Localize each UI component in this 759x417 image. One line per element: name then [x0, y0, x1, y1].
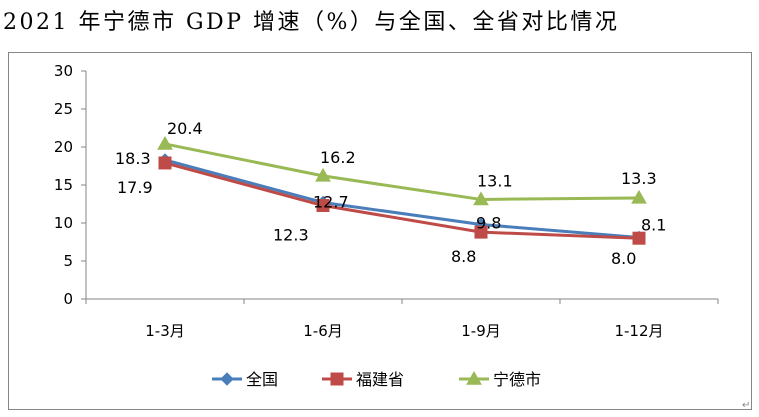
data-label: 12.7	[313, 192, 349, 211]
data-label: 9.8	[476, 214, 501, 233]
y-tick-label: 10	[54, 214, 73, 232]
y-tick-label: 15	[54, 176, 73, 194]
data-label: 16.2	[320, 148, 356, 167]
y-tick-label: 5	[63, 252, 73, 270]
paragraph-mark: ↵	[742, 400, 751, 411]
data-label: 13.1	[477, 171, 513, 190]
triangle-marker	[473, 191, 489, 206]
triangle-marker	[631, 189, 647, 204]
x-tick-label: 1-12月	[614, 322, 663, 340]
data-label: 8.1	[641, 215, 666, 234]
square-marker	[158, 156, 172, 170]
series-line	[164, 142, 640, 201]
legend-item: 全国	[212, 370, 278, 389]
x-tick-label: 1-3月	[145, 322, 185, 340]
series-1	[158, 156, 646, 245]
data-label: 12.3	[273, 226, 309, 245]
legend-label: 宁德市	[493, 370, 541, 389]
square-marker	[316, 199, 330, 213]
y-tick-label: 25	[54, 100, 73, 118]
triangle-marker	[315, 167, 331, 182]
series-line	[164, 161, 640, 240]
x-tick-label: 1-6月	[303, 322, 343, 340]
data-label: 18.3	[115, 149, 151, 168]
legend-label: 福建省	[356, 370, 404, 389]
legend-square-marker	[330, 372, 344, 386]
legend-label: 全国	[246, 370, 278, 389]
y-tick-label: 20	[54, 138, 73, 156]
data-label: 20.4	[167, 119, 203, 138]
y-tick-label: 30	[54, 62, 73, 80]
data-label: 13.3	[621, 169, 657, 188]
legend-diamond-marker	[220, 372, 234, 386]
square-marker	[632, 231, 646, 245]
legend-triangle-marker	[466, 370, 482, 385]
legend-item: 宁德市	[459, 370, 541, 389]
series-line	[164, 158, 640, 239]
triangle-marker	[157, 135, 173, 150]
chart-frame	[8, 52, 752, 410]
data-label: 8.8	[451, 247, 476, 266]
square-marker	[474, 225, 488, 239]
x-tick-label: 1-9月	[461, 322, 501, 340]
y-tick-label: 0	[63, 290, 73, 308]
data-label: 17.9	[117, 178, 153, 197]
series-2	[157, 135, 647, 206]
chart-title: 2021 年宁德市 GDP 增速（%）与全国、全省对比情况	[3, 10, 620, 35]
legend-item: 福建省	[322, 370, 404, 389]
data-label: 8.0	[611, 249, 636, 268]
